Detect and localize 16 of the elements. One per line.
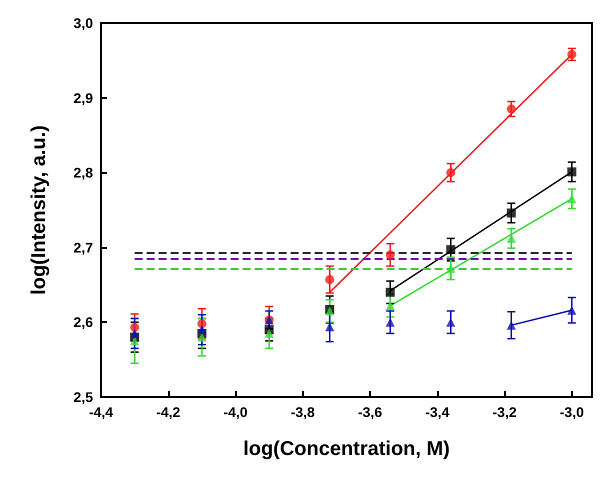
y-tick-label: 2,6: [74, 314, 94, 330]
y-tick-label: 2,7: [74, 239, 94, 256]
y-tick-label: 2,5: [74, 389, 94, 405]
x-tick-label: -4,0: [223, 404, 248, 420]
x-tick-label: -3,0: [560, 404, 584, 420]
x-axis-title: log(Concentration, M): [243, 438, 450, 460]
y-tick-label: 3,0: [74, 15, 94, 31]
x-tick-label: -3,2: [492, 404, 517, 420]
x-tick-label: -4,4: [88, 404, 114, 420]
y-axis-title: log(Intensity, a.u.): [28, 125, 50, 295]
x-tick-label: -3,8: [290, 404, 316, 420]
x-tick-label: -4,2: [156, 404, 181, 420]
y-tick-label: 2,9: [74, 90, 94, 106]
x-tick-label: -3,6: [358, 404, 382, 420]
x-tick-label: -3,4: [425, 404, 450, 420]
y-tick-label: 2,8: [74, 164, 94, 181]
